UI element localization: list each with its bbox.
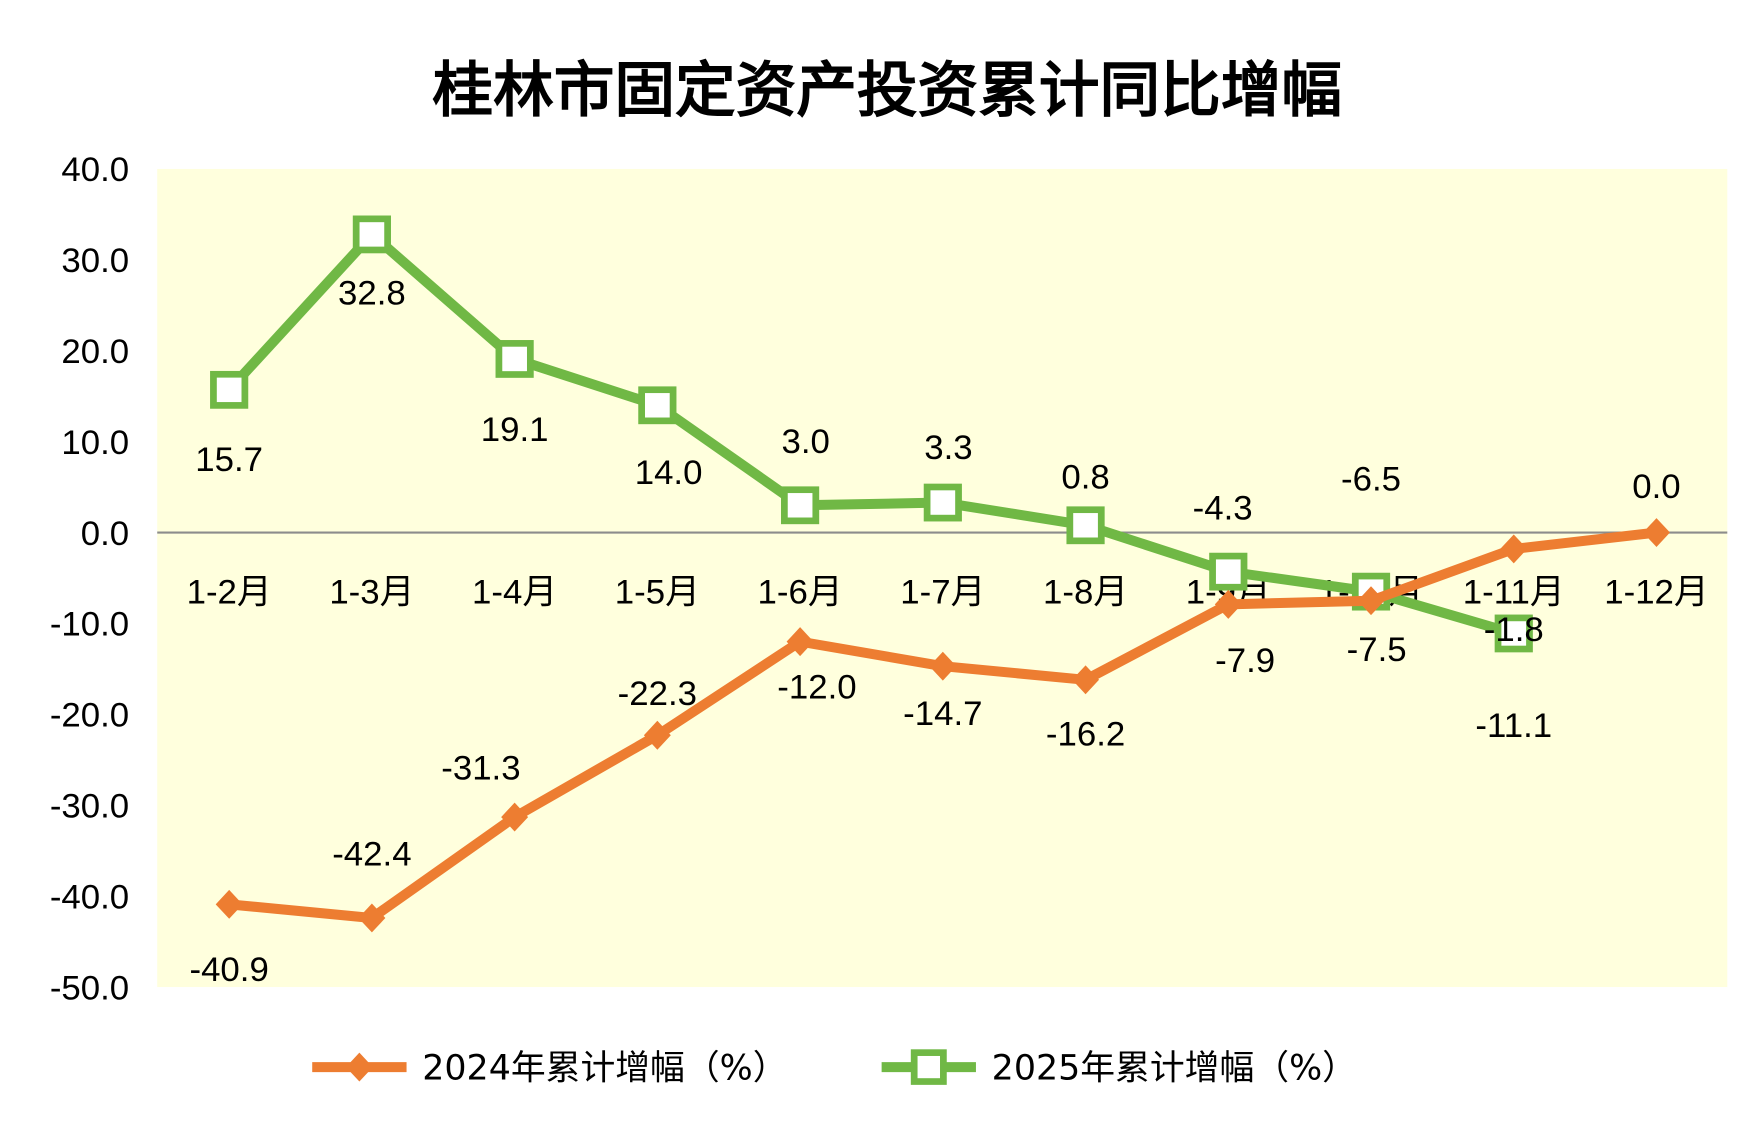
x-tick-label: 1-6月 [758, 574, 843, 612]
data-label: 0.8 [1061, 459, 1109, 497]
data-point-square [780, 486, 820, 525]
data-label: -7.5 [1347, 631, 1407, 669]
data-label: -11.1 [1475, 707, 1552, 745]
data-label: 14.0 [635, 454, 703, 492]
x-tick-label: 1-5月 [615, 574, 700, 612]
y-tick-label: 10.0 [61, 424, 129, 462]
y-tick-label: -30.0 [50, 788, 129, 826]
plot-area [157, 168, 1728, 988]
data-point-square [210, 370, 249, 409]
data-point-square [1209, 552, 1248, 591]
data-label: 32.8 [338, 275, 406, 313]
data-label: 19.1 [481, 411, 549, 449]
data-label: -31.3 [441, 749, 520, 787]
data-label: -42.4 [332, 836, 411, 874]
data-label: -1.8 [1484, 611, 1544, 649]
data-label: -12.0 [777, 668, 856, 706]
data-label: -6.5 [1341, 461, 1401, 499]
data-label: -7.9 [1215, 642, 1275, 680]
data-point-diamond [1214, 589, 1242, 619]
data-label: -22.3 [618, 675, 697, 713]
data-point-diamond [643, 720, 671, 750]
y-tick-label: 0.0 [81, 515, 129, 553]
x-tick-label: 1-3月 [329, 574, 414, 612]
data-point-diamond [929, 651, 957, 681]
data-label: 3.0 [782, 423, 830, 461]
data-point-square [495, 340, 534, 378]
legend-label: 2025年累计增幅（%） [992, 1048, 1357, 1088]
y-tick-label: -40.0 [50, 879, 129, 917]
data-point-diamond [215, 889, 243, 919]
data-point-square [1494, 614, 1533, 653]
x-tick-label: 1-7月 [900, 574, 985, 612]
data-point-square [638, 386, 677, 425]
data-label: 0.0 [1632, 468, 1680, 506]
x-tick-label: 1-8月 [1043, 574, 1128, 612]
data-label: 15.7 [195, 441, 263, 479]
y-tick-label: 20.0 [61, 333, 129, 371]
x-tick-label: 1-11月 [1463, 574, 1565, 612]
y-tick-label: 40.0 [61, 151, 129, 189]
y-tick-label: 30.0 [61, 242, 129, 280]
x-tick-label: 1-12月 [1604, 574, 1708, 612]
x-tick-label: 1-4月 [472, 574, 557, 612]
data-point-square [923, 483, 962, 522]
data-point-square [352, 215, 391, 254]
y-tick-label: -50.0 [50, 969, 129, 1007]
legend: 2024年累计增幅（%） 2025年累计增幅（%） [312, 1048, 1357, 1088]
legend-square-marker [910, 1049, 947, 1085]
y-tick-label: -20.0 [50, 697, 129, 735]
data-point-diamond [501, 802, 529, 832]
data-label: -14.7 [903, 695, 982, 733]
data-point-diamond [786, 627, 814, 657]
data-label: -40.9 [189, 951, 268, 989]
series-line-1 [225, 229, 1516, 639]
data-label: -4.3 [1193, 490, 1253, 528]
data-label: 3.3 [924, 429, 972, 467]
data-label: -16.2 [1046, 716, 1125, 754]
data-point-square [1066, 506, 1105, 545]
legend-diamond-marker [345, 1052, 373, 1082]
legend-label: 2024年累计增幅（%） [422, 1048, 787, 1088]
chart-title: 桂林市固定资产投资累计同比增幅 [432, 56, 1342, 126]
x-tick-label: 1-2月 [187, 574, 272, 612]
y-tick-label: -10.0 [50, 606, 129, 644]
